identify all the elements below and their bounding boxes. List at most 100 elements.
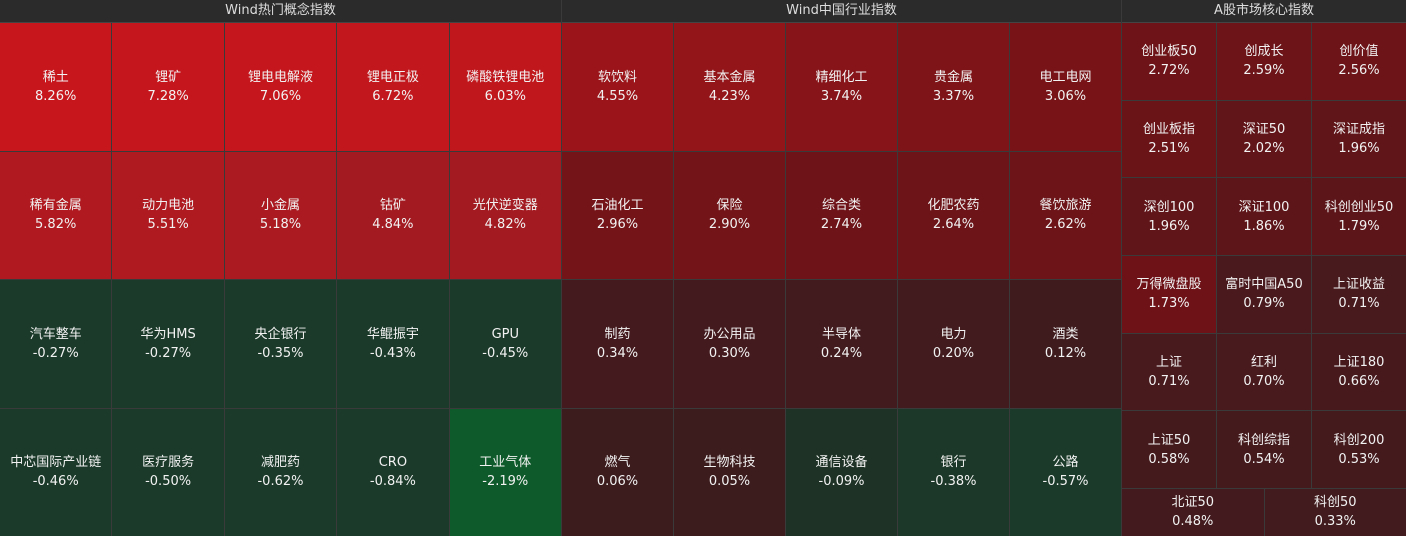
index-tile[interactable]: 创成长 2.59%	[1217, 23, 1311, 100]
index-tile[interactable]: 深证50 2.02%	[1217, 100, 1311, 178]
index-tile[interactable]: 稀有金属 5.82%	[0, 151, 112, 279]
index-name: 创业板50	[1141, 44, 1197, 60]
index-change: -0.43%	[369, 345, 416, 361]
index-tile[interactable]: 电工电网 3.06%	[1010, 23, 1121, 151]
index-change: 4.84%	[372, 217, 414, 233]
index-change: 0.30%	[708, 345, 751, 361]
index-tile[interactable]: 医疗服务 -0.50%	[112, 408, 224, 536]
index-tile[interactable]: 锂电电解液 7.06%	[224, 23, 337, 151]
index-tile[interactable]: 综合类 2.74%	[786, 151, 897, 279]
index-name: 生物科技	[703, 455, 756, 471]
index-change: 0.06%	[596, 474, 639, 490]
index-change: 2.74%	[820, 217, 863, 233]
index-tile[interactable]: 锂矿 7.28%	[112, 23, 224, 151]
index-name: 科创50	[1313, 495, 1357, 511]
index-tile[interactable]: 精细化工 3.74%	[786, 23, 897, 151]
index-name: 贵金属	[933, 69, 973, 85]
index-tile[interactable]: 电力 0.20%	[898, 280, 1009, 408]
index-change: 0.58%	[1148, 451, 1190, 467]
index-change: 1.96%	[1148, 218, 1190, 234]
index-tile[interactable]: 酒类 0.12%	[1010, 280, 1121, 408]
index-name: 电工电网	[1039, 69, 1092, 85]
index-tile[interactable]: 上证 0.71%	[1122, 333, 1216, 411]
index-tile[interactable]: 富时中国A50 0.79%	[1217, 255, 1311, 333]
index-tile[interactable]: 燃气 0.06%	[562, 408, 673, 536]
index-tile[interactable]: 创价值 2.56%	[1312, 23, 1406, 100]
index-tile[interactable]: 钴矿 4.84%	[337, 151, 449, 279]
index-tile[interactable]: 创业板50 2.72%	[1122, 23, 1216, 100]
index-name: 汽车整车	[29, 326, 82, 342]
index-change: 0.05%	[708, 474, 751, 490]
index-tile[interactable]: 基本金属 4.23%	[674, 23, 785, 151]
index-tile[interactable]: 红利 0.70%	[1217, 333, 1311, 411]
index-tile[interactable]: 上证收益 0.71%	[1312, 255, 1406, 333]
index-tile[interactable]: 动力电池 5.51%	[112, 151, 224, 279]
index-tile[interactable]: 锂电正极 6.72%	[337, 23, 449, 151]
panel-title: A股市场核心指数	[1122, 0, 1406, 23]
index-tile[interactable]: 餐饮旅游 2.62%	[1010, 151, 1121, 279]
index-tile[interactable]: 贵金属 3.37%	[898, 23, 1009, 151]
index-tile[interactable]: 创业板指 2.51%	[1122, 100, 1216, 178]
index-tile[interactable]: 化肥农药 2.64%	[898, 151, 1009, 279]
index-tile[interactable]: 华鲲振宇 -0.43%	[337, 280, 449, 408]
index-change: -0.27%	[32, 345, 79, 361]
index-tile[interactable]: CRO -0.84%	[337, 408, 449, 536]
index-name: 创成长	[1244, 44, 1284, 60]
index-change: 0.12%	[1044, 345, 1087, 361]
index-change: 0.71%	[1338, 296, 1380, 312]
index-name: 光伏逆变器	[472, 198, 538, 214]
index-tile[interactable]: 磷酸铁锂电池 6.03%	[449, 23, 561, 151]
index-change: -0.84%	[369, 474, 416, 490]
index-tile[interactable]: 减肥药 -0.62%	[224, 408, 337, 536]
index-tile[interactable]: 深创100 1.96%	[1122, 178, 1216, 255]
index-change: -0.50%	[145, 474, 192, 490]
index-change: -0.27%	[145, 345, 192, 361]
index-tile[interactable]: 银行 -0.38%	[898, 408, 1009, 536]
panel-title: Wind热门概念指数	[0, 0, 561, 23]
index-tile[interactable]: 科创50 0.33%	[1264, 488, 1406, 536]
index-tile[interactable]: 办公用品 0.30%	[674, 280, 785, 408]
index-tile[interactable]: 制药 0.34%	[562, 280, 673, 408]
index-name: 化肥农药	[927, 198, 980, 214]
index-tile[interactable]: 汽车整车 -0.27%	[0, 280, 112, 408]
index-change: 7.06%	[259, 88, 302, 104]
index-name: 稀有金属	[29, 198, 82, 214]
index-change: 4.23%	[708, 88, 751, 104]
index-tile[interactable]: 深证100 1.86%	[1217, 178, 1311, 255]
index-tile[interactable]: 半导体 0.24%	[786, 280, 897, 408]
index-tile[interactable]: 保险 2.90%	[674, 151, 785, 279]
index-tile[interactable]: 软饮料 4.55%	[562, 23, 673, 151]
index-tile[interactable]: GPU -0.45%	[449, 280, 561, 408]
index-tile[interactable]: 公路 -0.57%	[1010, 408, 1121, 536]
tile-grid: 软饮料 4.55% 基本金属 4.23% 精细化工 3.74% 贵金属 3.37% 电工电网 3.…	[562, 23, 1121, 536]
index-tile[interactable]: 万得微盘股 1.73%	[1122, 255, 1216, 333]
index-tile[interactable]: 科创综指 0.54%	[1217, 411, 1311, 488]
index-tile[interactable]: 深证成指 1.96%	[1312, 100, 1406, 178]
index-tile[interactable]: 小金属 5.18%	[224, 151, 337, 279]
index-change: 0.20%	[932, 345, 975, 361]
index-tile[interactable]: 工业气体 -2.19%	[449, 408, 561, 536]
index-tile[interactable]: 中芯国际产业链 -0.46%	[0, 408, 112, 536]
index-tile[interactable]: 上证180 0.66%	[1312, 333, 1406, 411]
index-tile[interactable]: 上证50 0.58%	[1122, 411, 1216, 488]
index-change: 5.51%	[147, 217, 189, 233]
index-tile[interactable]: 央企银行 -0.35%	[224, 280, 337, 408]
index-tile[interactable]: 石油化工 2.96%	[562, 151, 673, 279]
index-tile[interactable]: 北证50 0.48%	[1122, 488, 1264, 536]
index-tile[interactable]: 稀土 8.26%	[0, 23, 112, 151]
index-tile[interactable]: 科创200 0.53%	[1312, 411, 1406, 488]
index-name: 石油化工	[591, 198, 644, 214]
index-name: 锂矿	[155, 69, 182, 85]
index-name: 科创创业50	[1324, 199, 1394, 215]
index-tile[interactable]: 科创创业50 1.79%	[1312, 178, 1406, 255]
index-change: 2.90%	[708, 217, 751, 233]
index-tile[interactable]: 华为HMS -0.27%	[112, 280, 224, 408]
index-name: 上证收益	[1332, 277, 1385, 293]
index-tile[interactable]: 通信设备 -0.09%	[786, 408, 897, 536]
index-change: 7.28%	[147, 88, 189, 104]
panel: Wind中国行业指数 软饮料 4.55% 基本金属 4.23% 精细化工 3.74% 贵金属 3…	[562, 0, 1121, 536]
index-tile[interactable]: 生物科技 0.05%	[674, 408, 785, 536]
index-name: 餐饮旅游	[1039, 198, 1092, 214]
index-name: 上证180	[1333, 354, 1385, 370]
index-tile[interactable]: 光伏逆变器 4.82%	[449, 151, 561, 279]
